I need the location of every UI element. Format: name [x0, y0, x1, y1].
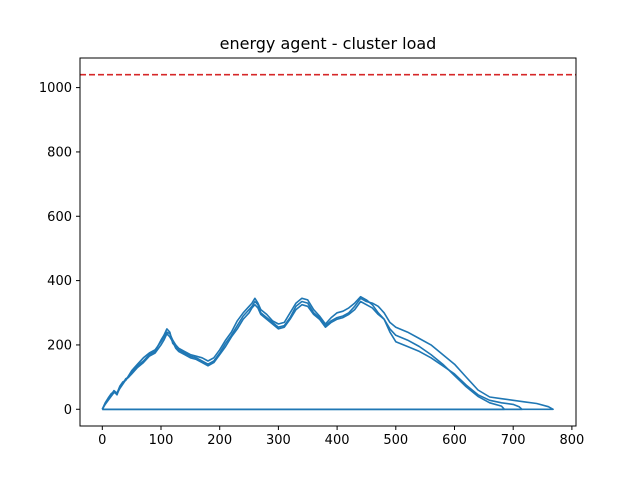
series-line-2	[101, 295, 523, 411]
x-tick-label: 600	[442, 433, 467, 448]
x-tick-label: 100	[149, 433, 174, 448]
y-tick-label: 400	[47, 274, 72, 289]
chart-title: energy agent - cluster load	[220, 34, 437, 53]
x-tick-label: 700	[501, 433, 526, 448]
y-tick-label: 800	[47, 145, 72, 160]
x-tick-label: 500	[383, 433, 408, 448]
x-tick-label: 300	[266, 433, 291, 448]
series-line-1	[101, 297, 554, 411]
y-tick-label: 1000	[39, 81, 72, 96]
x-tick-label: 200	[207, 433, 232, 448]
plot-frame	[79, 57, 577, 427]
y-tick-label: 200	[47, 338, 72, 353]
x-tick-label: 400	[325, 433, 350, 448]
y-tick-label: 0	[64, 403, 72, 418]
y-tick-label: 600	[47, 210, 72, 225]
x-tick-label: 0	[98, 433, 106, 448]
x-tick-label: 800	[559, 433, 584, 448]
series-line-3	[101, 300, 506, 411]
